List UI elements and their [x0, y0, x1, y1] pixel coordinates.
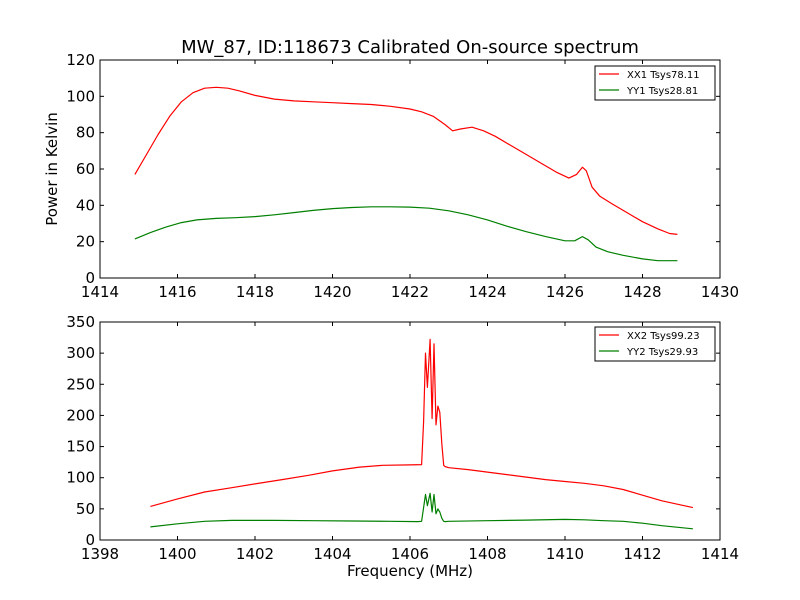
top-panel: 1414 1416 1418 1420 1422 1424 1426 1428 1430 0 20…: [43, 51, 739, 301]
legend-label-xx1: XX1 Tsys78.11: [627, 70, 700, 81]
legend-label-yy2: YY2 Tsys29.93: [626, 347, 698, 358]
bottom-x-tick-label: 1398: [81, 545, 119, 563]
top-x-tick-label: 1420: [313, 283, 351, 301]
series-line-xx2: [150, 338, 694, 509]
bottom-y-tick-label: 250: [66, 375, 95, 393]
top-x-tick-label: 1426: [546, 283, 584, 301]
top-x-tick-label: 1416: [158, 283, 196, 301]
top-legend: XX1 Tsys78.11 YY1 Tsys28.81: [594, 65, 716, 101]
bottom-y-tick-label: 300: [66, 344, 95, 362]
top-y-tick-label: 0: [85, 269, 95, 287]
bottom-x-tick-label: 1400: [158, 545, 196, 563]
bottom-x-tick-label: 1414: [701, 545, 739, 563]
bottom-panel: 1398 1400 1402 1404 1406 1408 1410 1412 1414 0 50…: [66, 313, 739, 580]
bottom-x-tick-label: 1408: [468, 545, 506, 563]
bottom-x-tick-label: 1402: [236, 545, 274, 563]
top-y-tick-label: 20: [76, 233, 95, 251]
top-y-tick-label: 40: [76, 196, 95, 214]
top-y-ticks: 0 20 40 60 80 100 120: [66, 51, 720, 287]
top-y-axis-label: Power in Kelvin: [43, 112, 61, 226]
top-y-tick-label: 80: [76, 124, 95, 142]
bottom-x-tick-label: 1406: [391, 545, 429, 563]
bottom-legend: XX2 Tsys99.23 YY2 Tsys29.93: [594, 326, 716, 362]
top-series-group: [134, 86, 678, 262]
bottom-y-tick-label: 50: [76, 500, 95, 518]
legend-label-yy1: YY1 Tsys28.81: [626, 86, 698, 97]
top-y-tick-label: 60: [76, 160, 95, 178]
bottom-y-ticks: 0 50 100 150 200 250 300 350: [66, 313, 720, 549]
bottom-y-tick-label: 350: [66, 313, 95, 331]
bottom-axes-frame: [99, 321, 721, 541]
bottom-y-tick-label: 100: [66, 469, 95, 487]
bottom-legend-box: [594, 326, 716, 362]
top-x-tick-label: 1422: [391, 283, 429, 301]
series-line-yy2: [150, 492, 693, 530]
bottom-x-tick-label: 1412: [623, 545, 661, 563]
top-x-ticks: 1414 1416 1418 1420 1422 1424 1426 1428 1430: [81, 60, 739, 301]
bottom-x-ticks: 1398 1400 1402 1404 1406 1408 1410 1412 1414: [81, 322, 739, 563]
bottom-y-tick-label: 200: [66, 406, 95, 424]
top-x-tick-label: 1418: [236, 283, 274, 301]
series-line-xx1: [134, 86, 678, 235]
top-x-tick-label: 1424: [468, 283, 506, 301]
top-legend-box: [594, 65, 716, 101]
top-y-tick-label: 120: [66, 51, 95, 69]
top-x-tick-label: 1430: [701, 283, 739, 301]
legend-label-xx2: XX2 Tsys99.23: [627, 331, 700, 342]
bottom-x-tick-label: 1410: [546, 545, 584, 563]
bottom-x-axis-label: Frequency (MHz): [347, 562, 473, 580]
bottom-x-tick-label: 1404: [313, 545, 351, 563]
top-axes-frame: [99, 59, 721, 279]
bottom-series-group: [150, 338, 694, 530]
bottom-y-tick-label: 0: [85, 531, 95, 549]
top-y-tick-label: 100: [66, 87, 95, 105]
top-x-tick-label: 1428: [623, 283, 661, 301]
top-x-tick-label: 1414: [81, 283, 119, 301]
series-line-yy1: [134, 206, 678, 262]
chart-title: MW_87, ID:118673 Calibrated On-source sp…: [181, 37, 639, 58]
bottom-y-tick-label: 150: [66, 438, 95, 456]
